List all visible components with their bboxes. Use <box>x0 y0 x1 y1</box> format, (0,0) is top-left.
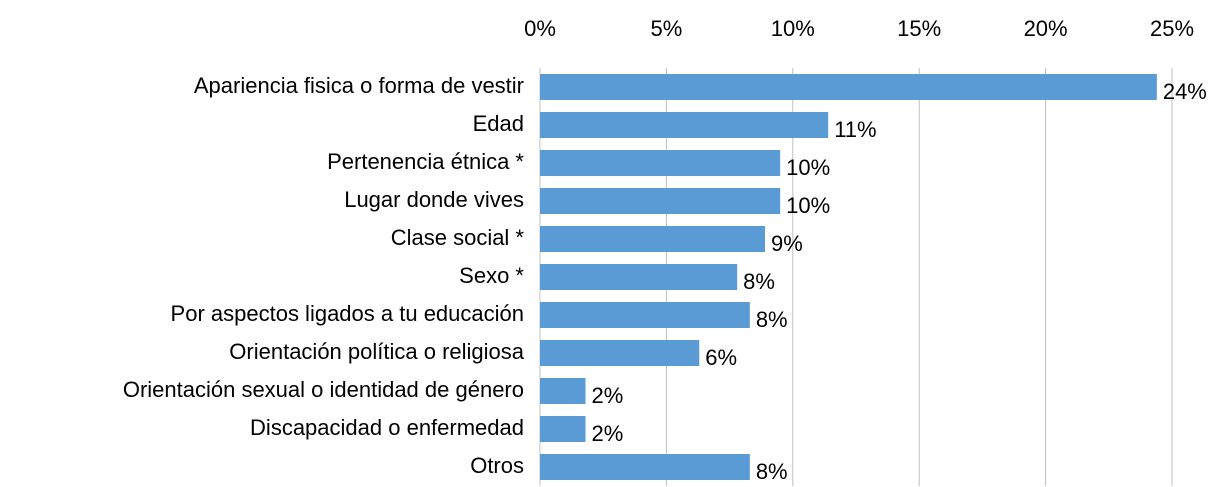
y-tick-label: Clase social * <box>391 225 525 250</box>
value-label: 11% <box>834 117 876 142</box>
bar <box>540 226 765 252</box>
value-label: 6% <box>705 345 737 370</box>
x-tick-label: 0% <box>524 16 556 41</box>
y-tick-label: Sexo * <box>459 263 524 288</box>
bar <box>540 454 750 480</box>
bar <box>540 378 586 404</box>
bar <box>540 264 738 290</box>
y-tick-label: Orientación política o religiosa <box>229 339 524 364</box>
y-tick-label: Por aspectos ligados a tu educación <box>171 301 524 326</box>
value-label: 8% <box>756 459 788 484</box>
x-tick-label: 5% <box>651 16 683 41</box>
x-tick-label: 25% <box>1150 16 1194 41</box>
bar <box>540 112 829 138</box>
y-tick-label: Otros <box>470 453 524 478</box>
x-tick-label: 20% <box>1024 16 1068 41</box>
bar <box>540 150 781 176</box>
bar <box>540 340 700 366</box>
x-tick-label: 15% <box>897 16 941 41</box>
value-label: 10% <box>786 155 830 180</box>
value-label: 8% <box>756 307 788 332</box>
y-tick-label: Edad <box>473 111 524 136</box>
y-tick-label: Lugar donde vives <box>344 187 524 212</box>
bar <box>540 302 750 328</box>
value-label: 10% <box>786 193 830 218</box>
y-tick-label: Pertenencia étnica * <box>327 149 524 174</box>
value-label: 2% <box>592 421 624 446</box>
y-tick-label: Apariencia fisica o forma de vestir <box>194 73 524 98</box>
value-label: 8% <box>743 269 775 294</box>
value-label: 9% <box>771 231 803 256</box>
bar <box>540 74 1157 100</box>
bar <box>540 188 781 214</box>
value-label: 24% <box>1163 79 1207 104</box>
value-label: 2% <box>592 383 624 408</box>
y-tick-label: Orientación sexual o identidad de género <box>123 377 524 402</box>
y-tick-label: Discapacidad o enfermedad <box>250 415 524 440</box>
bar <box>540 416 586 442</box>
x-tick-label: 10% <box>771 16 815 41</box>
